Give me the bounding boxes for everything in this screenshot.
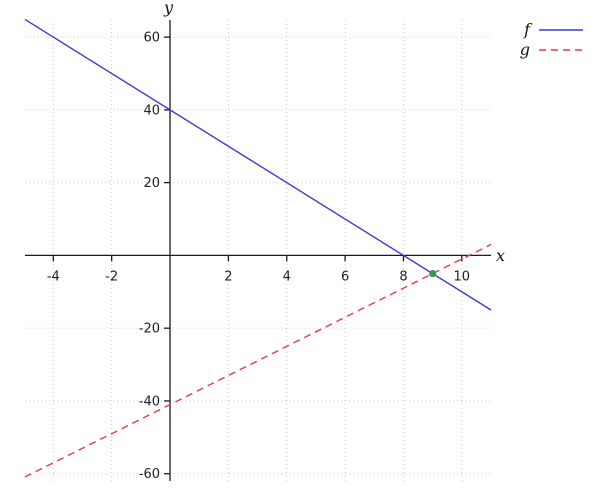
y-tick-label: -20 <box>139 322 160 337</box>
legend-swatch-dashed <box>539 49 583 51</box>
legend-swatch-solid <box>539 29 583 31</box>
y-tick-label: -60 <box>139 467 160 482</box>
y-tick-label: 20 <box>143 176 160 191</box>
x-tick-label: -2 <box>105 269 118 284</box>
x-axis-label: x <box>496 246 506 265</box>
y-tick-label: 60 <box>143 31 160 46</box>
x-tick-label: 10 <box>454 269 471 284</box>
y-axis-label: y <box>164 0 174 17</box>
x-tick-label: -4 <box>47 269 60 284</box>
legend-entry-g: g <box>512 41 584 59</box>
x-tick-label: 2 <box>224 269 232 284</box>
legend-entry-f: f <box>512 21 584 39</box>
legend-label: g <box>519 40 530 59</box>
series-line-g <box>24 243 492 478</box>
series-line-f <box>24 18 492 311</box>
y-tick-label: -40 <box>139 394 160 409</box>
legend-label: f <box>524 20 530 39</box>
x-tick-label: 8 <box>399 269 407 284</box>
x-tick-label: 4 <box>283 269 291 284</box>
y-tick-label: 40 <box>143 103 160 118</box>
x-tick-label: 6 <box>341 269 349 284</box>
intersection-point <box>429 270 437 278</box>
